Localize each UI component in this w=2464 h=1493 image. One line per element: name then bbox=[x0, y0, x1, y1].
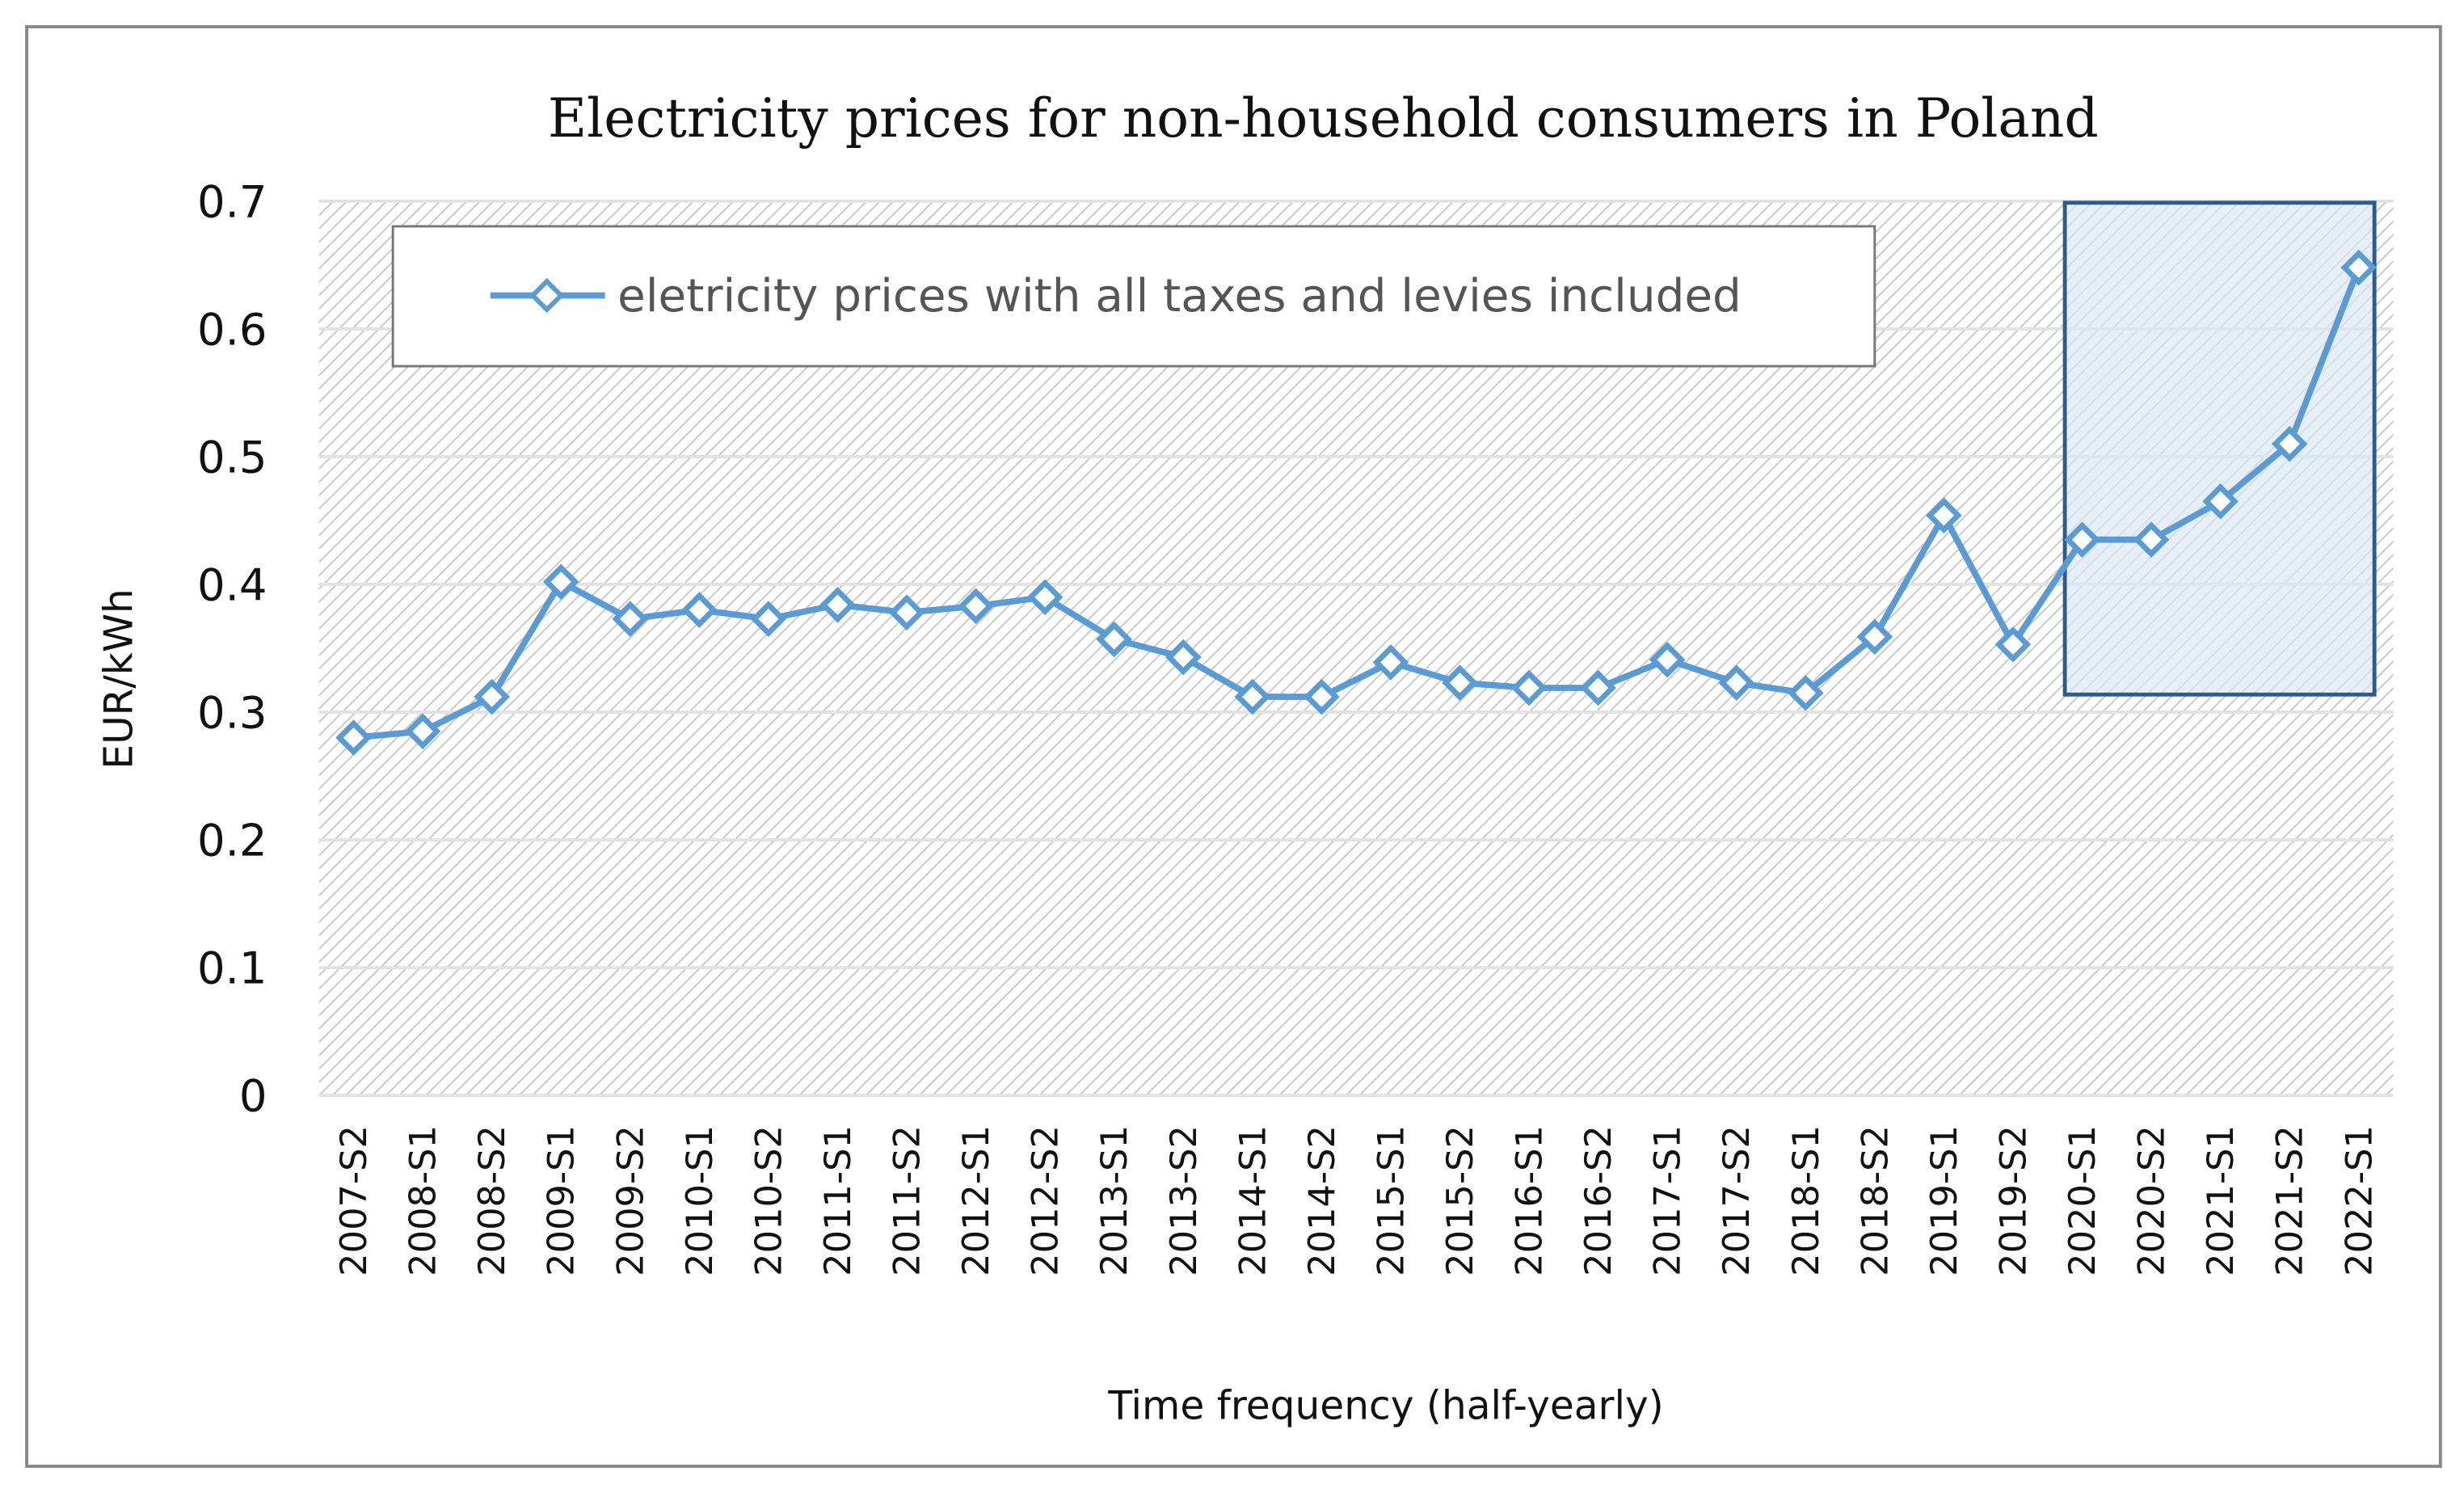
x-tick-label: 2012-S1 bbox=[954, 1125, 997, 1276]
x-tick-label: 2018-S1 bbox=[1784, 1125, 1827, 1276]
chart-title: Electricity prices for non-household con… bbox=[548, 87, 2099, 150]
x-tick-label: 2012-S2 bbox=[1024, 1125, 1067, 1276]
data-point-marker bbox=[404, 713, 441, 750]
y-tick-label: 0.1 bbox=[197, 943, 267, 994]
x-tick-label: 2017-S1 bbox=[1646, 1125, 1689, 1276]
data-point-marker bbox=[888, 594, 925, 631]
x-tick-label: 2020-S1 bbox=[2061, 1125, 2104, 1276]
data-point-marker bbox=[1372, 644, 1409, 681]
data-point-marker bbox=[958, 588, 994, 625]
highlight-box bbox=[2062, 200, 2377, 697]
x-axis-label: Time frequency (half-yearly) bbox=[1107, 1384, 1663, 1429]
data-point-marker bbox=[1856, 618, 1893, 656]
data-point-marker bbox=[1026, 579, 1064, 616]
x-tick-label: 2019-S2 bbox=[1991, 1125, 2034, 1276]
y-tick-label: 0.3 bbox=[197, 686, 267, 738]
x-tick-label: 2013-S2 bbox=[1162, 1125, 1205, 1276]
legend: eletricity prices with all taxes and lev… bbox=[391, 225, 1876, 368]
data-point-marker bbox=[1926, 497, 1962, 534]
x-tick-label: 2016-S2 bbox=[1577, 1125, 1620, 1276]
y-tick-label: 0 bbox=[239, 1070, 267, 1122]
y-axis-label: EUR/kWh bbox=[96, 588, 141, 769]
data-point-marker bbox=[612, 601, 649, 637]
data-point-marker bbox=[474, 678, 510, 715]
data-point-marker bbox=[1580, 669, 1616, 706]
x-tick-label: 2010-S1 bbox=[678, 1125, 721, 1276]
data-point-marker bbox=[1994, 626, 2032, 663]
data-point-marker bbox=[1787, 674, 1824, 711]
x-tick-label: 2010-S2 bbox=[747, 1125, 790, 1276]
data-point-marker bbox=[1510, 669, 1548, 706]
y-tick-label: 0.7 bbox=[197, 175, 267, 227]
x-axis-ticks: 2007-S2 2008-S1 2008-S2 2009-S1 2009-S2 2010-… bbox=[332, 1125, 2380, 1276]
data-point-marker bbox=[2064, 521, 2100, 558]
x-tick-label: 2011-S1 bbox=[816, 1125, 859, 1276]
x-tick-label: 2016-S1 bbox=[1508, 1125, 1551, 1276]
data-point-marker bbox=[1234, 678, 1271, 715]
x-tick-label: 2011-S2 bbox=[886, 1125, 929, 1276]
data-point-marker bbox=[750, 601, 787, 637]
data-point-marker bbox=[1718, 664, 1755, 701]
data-point-marker bbox=[1649, 641, 1686, 678]
y-tick-label: 0.4 bbox=[197, 559, 267, 610]
y-axis-ticks: 0 0.1 0.2 0.3 0.4 0.5 0.6 0.7 bbox=[197, 175, 267, 1121]
x-tick-label: 2015-S1 bbox=[1369, 1125, 1412, 1276]
x-tick-label: 2017-S2 bbox=[1715, 1125, 1758, 1276]
x-tick-label: 2007-S2 bbox=[332, 1125, 375, 1276]
data-point-marker bbox=[2202, 483, 2239, 520]
y-tick-label: 0.5 bbox=[197, 431, 267, 483]
x-tick-label: 2019-S1 bbox=[1923, 1125, 1965, 1276]
x-tick-label: 2009-S2 bbox=[609, 1125, 651, 1276]
data-point-marker bbox=[2133, 521, 2170, 558]
data-point-marker bbox=[2271, 425, 2308, 462]
data-point-marker bbox=[335, 719, 372, 756]
data-point-marker bbox=[1165, 639, 1202, 676]
x-tick-label: 2008-S2 bbox=[470, 1125, 513, 1276]
data-point-marker bbox=[680, 592, 718, 628]
x-tick-label: 2013-S1 bbox=[1093, 1125, 1135, 1276]
y-tick-label: 0.2 bbox=[197, 814, 267, 866]
data-point-marker bbox=[1096, 621, 1132, 658]
data-point-marker bbox=[2340, 249, 2378, 286]
y-tick-label: 0.6 bbox=[197, 303, 267, 355]
data-point-marker bbox=[542, 563, 579, 601]
x-tick-label: 2014-S2 bbox=[1300, 1125, 1343, 1276]
data-point-marker bbox=[1442, 664, 1478, 701]
x-tick-label: 2018-S2 bbox=[1853, 1125, 1896, 1276]
legend-box bbox=[391, 225, 1876, 368]
x-tick-label: 2008-S1 bbox=[402, 1125, 444, 1276]
x-tick-label: 2015-S2 bbox=[1438, 1125, 1481, 1276]
data-point-marker bbox=[819, 586, 856, 623]
x-tick-label: 2021-S2 bbox=[2268, 1125, 2311, 1276]
x-tick-label: 2014-S1 bbox=[1231, 1125, 1274, 1276]
x-tick-label: 2020-S2 bbox=[2130, 1125, 2173, 1276]
series-markers bbox=[335, 249, 2378, 756]
legend-diamond-marker-icon bbox=[529, 277, 565, 314]
legend-label: eletricity prices with all taxes and lev… bbox=[617, 270, 1742, 323]
x-tick-label: 2021-S1 bbox=[2199, 1125, 2242, 1276]
x-tick-label: 2022-S1 bbox=[2337, 1125, 2380, 1276]
data-point-marker bbox=[1304, 678, 1340, 715]
x-tick-label: 2009-S1 bbox=[540, 1125, 583, 1276]
